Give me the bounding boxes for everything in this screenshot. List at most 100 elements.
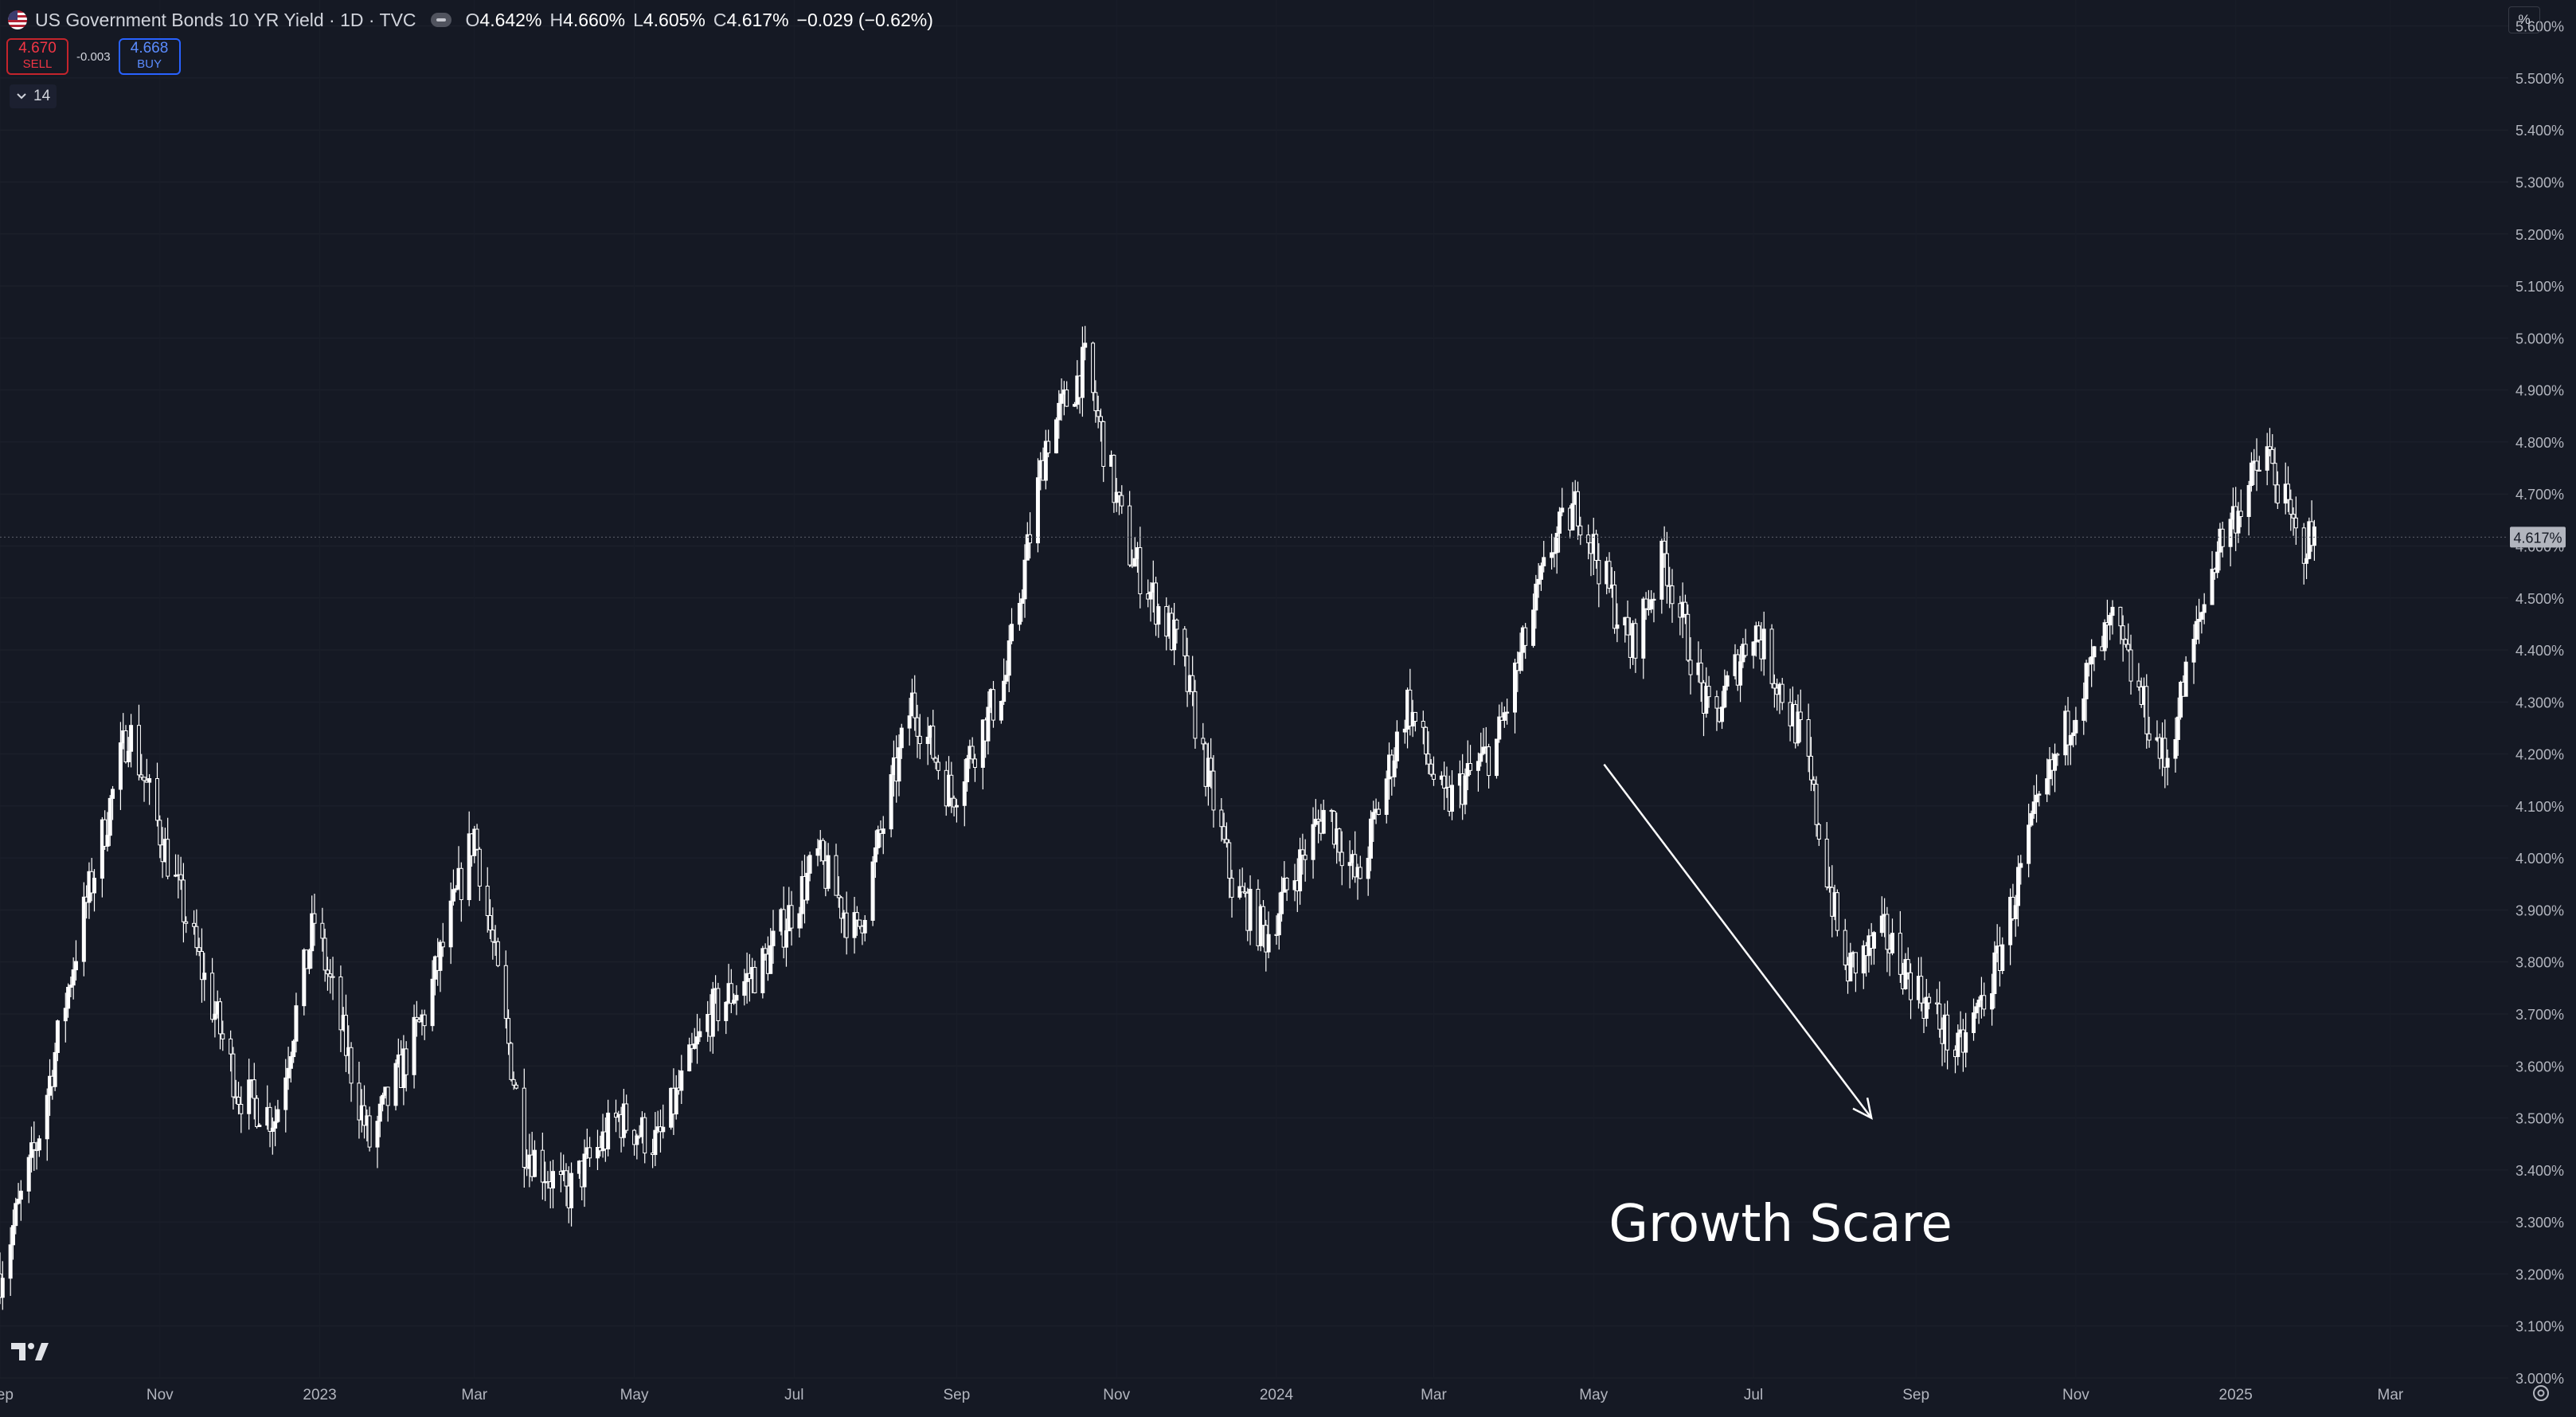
y-tick-label: 3.800% bbox=[2515, 955, 2564, 971]
y-tick-label: 5.000% bbox=[2515, 331, 2564, 346]
candle bbox=[679, 1055, 684, 1104]
candle bbox=[1211, 755, 1216, 828]
candle bbox=[716, 982, 721, 1031]
y-tick-label: 5.200% bbox=[2515, 227, 2564, 243]
symbol-legend: US Government Bonds 10 YR Yield · 1D · T… bbox=[8, 6, 933, 33]
candle bbox=[606, 1099, 611, 1157]
candle bbox=[503, 950, 508, 1029]
candle bbox=[1442, 761, 1447, 810]
candle bbox=[844, 891, 849, 955]
candle bbox=[1808, 737, 1813, 792]
candle bbox=[239, 1086, 244, 1133]
candle bbox=[710, 981, 715, 1054]
y-tick-label: 4.300% bbox=[2515, 695, 2564, 710]
candle bbox=[870, 855, 875, 926]
trade-panel: 4.670 SELL -0.003 4.668 BUY bbox=[6, 38, 181, 75]
y-tick-label: 4.800% bbox=[2515, 435, 2564, 451]
symbol-title[interactable]: US Government Bonds 10 YR Yield · 1D · T… bbox=[35, 9, 416, 30]
candle bbox=[1570, 482, 1575, 531]
candle bbox=[1209, 738, 1214, 789]
buy-button[interactable]: 4.668 BUY bbox=[118, 38, 181, 75]
y-tick-label: 3.300% bbox=[2515, 1215, 2564, 1231]
candle bbox=[522, 1068, 526, 1188]
candle bbox=[178, 856, 183, 891]
candle bbox=[1972, 998, 1976, 1041]
candle bbox=[595, 1129, 600, 1170]
candle bbox=[477, 847, 482, 902]
candle bbox=[687, 1037, 692, 1072]
candle bbox=[1347, 840, 1352, 889]
candle bbox=[1976, 996, 1981, 1024]
candle bbox=[1392, 747, 1397, 787]
candle bbox=[71, 957, 76, 1000]
candle bbox=[100, 816, 104, 898]
candle bbox=[107, 795, 112, 847]
candle bbox=[784, 918, 788, 967]
sell-button[interactable]: 4.670 SELL bbox=[6, 38, 68, 75]
growth-scare-annotation[interactable]: Growth Scare bbox=[1603, 763, 1953, 1254]
candle bbox=[467, 811, 471, 906]
scale-mode-button[interactable]: % bbox=[2508, 6, 2540, 33]
candle bbox=[2031, 785, 2036, 819]
candle bbox=[2291, 507, 2296, 536]
candle bbox=[343, 994, 348, 1072]
candle bbox=[839, 895, 844, 934]
tradingview-logo-icon[interactable] bbox=[11, 1341, 49, 1362]
y-tick-label: 3.700% bbox=[2515, 1007, 2564, 1023]
candle bbox=[1096, 395, 1100, 429]
candle bbox=[1903, 953, 1908, 990]
candle bbox=[532, 1140, 537, 1178]
candle bbox=[789, 891, 794, 946]
candle bbox=[1376, 801, 1381, 816]
candle bbox=[1848, 942, 1853, 982]
candle bbox=[412, 1004, 416, 1089]
candle bbox=[834, 844, 838, 896]
candle bbox=[949, 761, 954, 813]
price-axis[interactable]: 3.000% 3.100% 3.200% 3.300% 3.400% 3.500% 3.60… bbox=[2510, 19, 2566, 1387]
candle bbox=[889, 765, 893, 838]
candle bbox=[1073, 401, 1077, 407]
candle bbox=[1824, 822, 1829, 891]
candle bbox=[217, 997, 222, 1050]
x-tick-label: May bbox=[620, 1387, 649, 1403]
candle bbox=[1725, 671, 1730, 691]
candle bbox=[1280, 876, 1284, 922]
candle bbox=[1242, 883, 1247, 898]
visibility-icon[interactable] bbox=[430, 13, 451, 27]
candle bbox=[1053, 417, 1058, 454]
candle bbox=[53, 1043, 57, 1091]
candle bbox=[286, 1047, 291, 1090]
candle bbox=[2257, 456, 2261, 472]
candle bbox=[1035, 458, 1040, 553]
candle bbox=[375, 1115, 380, 1168]
candle bbox=[2126, 623, 2131, 652]
candle bbox=[962, 759, 967, 827]
y-tick-label: 5.500% bbox=[2515, 71, 2564, 87]
candle bbox=[147, 773, 152, 805]
indicators-toggle[interactable]: 14 bbox=[10, 84, 57, 108]
candle bbox=[2136, 663, 2141, 691]
candle bbox=[729, 969, 733, 1013]
candle bbox=[1057, 389, 1061, 439]
candle bbox=[1649, 589, 1654, 613]
candle bbox=[763, 943, 768, 961]
candle bbox=[852, 896, 857, 954]
candle bbox=[2165, 749, 2170, 786]
indicators-count: 14 bbox=[33, 88, 51, 104]
candle bbox=[270, 1117, 275, 1155]
candle bbox=[1871, 930, 1876, 965]
time-axis[interactable]: Sep Nov 2023 Mar May Jul Sep Nov 2024 Mar May Jul Se… bbox=[0, 1387, 2404, 1403]
candle bbox=[136, 704, 141, 781]
x-tick-label: 2025 bbox=[2219, 1387, 2253, 1403]
candle bbox=[0, 1261, 5, 1310]
candle bbox=[965, 754, 970, 792]
settings-icon[interactable] bbox=[2529, 1381, 2553, 1405]
candle bbox=[1557, 507, 1562, 553]
candle bbox=[899, 723, 904, 759]
candle bbox=[732, 993, 737, 1005]
candle bbox=[635, 1133, 639, 1160]
candle bbox=[1098, 408, 1103, 442]
candle bbox=[202, 953, 207, 1001]
candle bbox=[2220, 522, 2225, 558]
